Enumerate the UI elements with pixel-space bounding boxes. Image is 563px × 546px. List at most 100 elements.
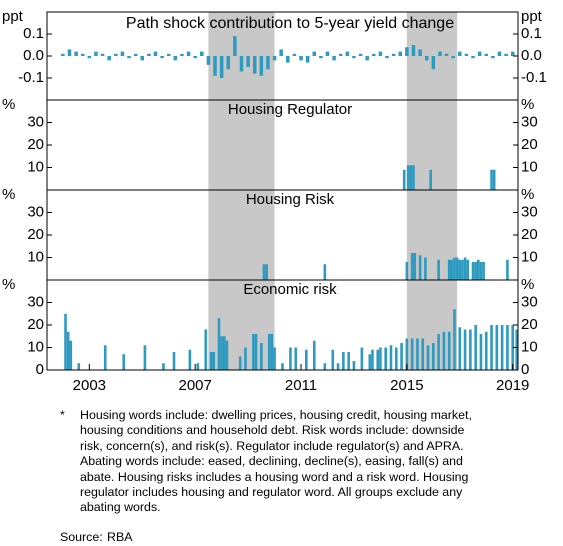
- bar: [74, 51, 78, 56]
- x-tick-label: 2003: [73, 377, 106, 394]
- bar: [432, 343, 435, 370]
- bar: [416, 338, 419, 370]
- bar: [492, 169, 496, 190]
- bar: [160, 56, 164, 59]
- bar: [213, 56, 217, 76]
- x-tick-label: 2015: [390, 377, 423, 394]
- panel-title: Path shock contribution to 5-year yield …: [126, 15, 454, 32]
- bar: [453, 309, 456, 370]
- bar: [100, 53, 105, 56]
- bar: [259, 56, 264, 76]
- bar: [402, 169, 406, 190]
- bar: [66, 331, 70, 370]
- bar: [352, 361, 356, 370]
- bar: [442, 331, 446, 370]
- bar: [410, 253, 414, 280]
- bar: [323, 264, 327, 280]
- bar: [451, 56, 455, 59]
- bar: [437, 259, 440, 280]
- bar: [438, 51, 442, 56]
- bar: [162, 363, 165, 370]
- bar: [458, 327, 462, 370]
- unit-label-right: %: [521, 186, 534, 203]
- bar: [405, 338, 409, 370]
- footnote-line: Housing words include: dwelling prices, …: [80, 408, 472, 422]
- panel-title: Housing Regulator: [228, 101, 352, 118]
- bar: [365, 56, 369, 61]
- bar: [143, 345, 147, 370]
- footnote-line: risk, concern(s), and risk(s). Regulator…: [80, 438, 464, 453]
- bar: [484, 331, 488, 370]
- bar: [305, 56, 310, 63]
- bar: [312, 340, 316, 370]
- bar: [87, 56, 92, 59]
- x-tick-label: 2019: [496, 377, 529, 394]
- bar: [469, 329, 472, 370]
- bar: [281, 363, 284, 370]
- x-tick-label: 2007: [178, 377, 211, 394]
- y-tick-label: 20: [27, 226, 44, 243]
- bar: [424, 56, 429, 61]
- bar: [299, 56, 303, 61]
- bar: [352, 56, 356, 59]
- bar: [421, 338, 425, 370]
- bar: [360, 347, 364, 370]
- bar: [107, 56, 111, 61]
- bar: [338, 53, 343, 56]
- bar: [272, 56, 277, 61]
- bar: [204, 329, 208, 370]
- bar: [477, 51, 482, 56]
- bar: [226, 56, 231, 70]
- y-tick-label: 20: [27, 136, 44, 153]
- bar: [217, 318, 221, 370]
- bar: [426, 345, 430, 370]
- bar: [200, 51, 204, 56]
- y-tick-label: 10: [27, 248, 44, 265]
- bar: [265, 264, 268, 280]
- bar: [80, 53, 85, 56]
- bar: [305, 349, 308, 370]
- unit-label-right: ppt: [521, 8, 543, 25]
- bar: [500, 325, 504, 370]
- x-tick-label: 2011: [285, 377, 317, 394]
- unit-label-left: %: [2, 276, 15, 293]
- bar: [244, 347, 247, 370]
- bar: [252, 334, 255, 370]
- shaded-period: [406, 12, 458, 370]
- footnote-line: abate. Housing risks includes a housing …: [80, 469, 469, 484]
- bar: [342, 352, 345, 370]
- source-label: Source:: [60, 530, 103, 544]
- y-tick-label: 20: [27, 316, 44, 333]
- unit-label-left: ppt: [2, 8, 24, 25]
- y-tick-label: 10: [27, 338, 44, 355]
- bar: [447, 331, 451, 370]
- bar: [219, 56, 224, 78]
- bar: [491, 56, 495, 59]
- y-tick-label: 30: [521, 203, 538, 220]
- bar: [336, 363, 340, 370]
- bar: [490, 169, 493, 190]
- y-tick-label: 30: [27, 293, 44, 310]
- bar: [193, 56, 197, 59]
- bar: [347, 352, 350, 370]
- y-tick-label: 0: [521, 361, 529, 378]
- bar: [67, 49, 72, 56]
- bar: [450, 259, 454, 280]
- bar: [466, 259, 470, 280]
- y-tick-label: 0.0: [521, 47, 542, 64]
- bar: [267, 334, 271, 370]
- bar: [447, 259, 451, 280]
- y-tick-label: 10: [27, 158, 44, 175]
- y-tick-label: 30: [521, 293, 538, 310]
- unit-label-left: %: [2, 186, 15, 203]
- y-tick-label: 10: [521, 338, 538, 355]
- bar: [172, 352, 176, 370]
- bar: [77, 363, 81, 370]
- bar: [239, 56, 244, 72]
- bar: [474, 325, 477, 370]
- bar: [391, 53, 396, 56]
- bar: [471, 56, 475, 59]
- bar: [61, 53, 65, 56]
- bar: [400, 343, 403, 370]
